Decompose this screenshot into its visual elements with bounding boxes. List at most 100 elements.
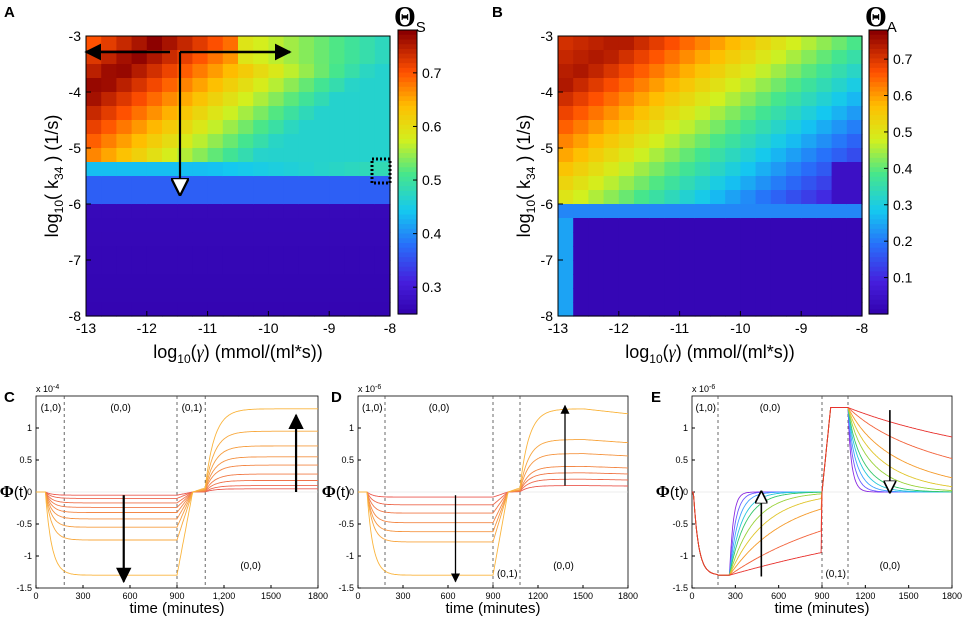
- heat-cell: [207, 106, 224, 121]
- heat-cell: [846, 274, 863, 289]
- heat-cell: [86, 64, 102, 79]
- heat-cell: [222, 302, 239, 317]
- heat-cell: [573, 204, 589, 219]
- heat-cell: [101, 246, 117, 261]
- heat-cell: [740, 204, 757, 219]
- colorbar-segment: [869, 224, 888, 230]
- heat-cell: [253, 176, 269, 191]
- heat-cell: [618, 134, 635, 149]
- heatmap-a: -13 -12 -11 -10 -9 -8 -3 -4 -5 -6 -7 -8 log10(γ) (mm…: [42, 2, 442, 366]
- colorbar-segment: [398, 247, 417, 254]
- heat-cell: [740, 120, 757, 135]
- heat-cell: [207, 218, 224, 233]
- heat-cell: [359, 134, 376, 149]
- heat-cell: [238, 134, 254, 149]
- heat-cell: [298, 232, 315, 247]
- colorbar-segment: [398, 115, 417, 121]
- heat-cell: [786, 274, 802, 289]
- heat-cell: [116, 78, 133, 93]
- heat-cell: [283, 78, 300, 93]
- heat-cell: [618, 274, 635, 289]
- heat-cell: [177, 232, 193, 247]
- heat-cell: [755, 302, 772, 317]
- colorbar-segment: [398, 30, 417, 36]
- heat-cell: [101, 148, 117, 163]
- heat-cell: [116, 260, 133, 275]
- heat-cell: [634, 190, 650, 205]
- heat-cell: [786, 232, 802, 247]
- heat-cell: [558, 36, 574, 51]
- colorbar-segment: [869, 48, 888, 55]
- heat-cell: [634, 176, 650, 191]
- x-tick-label: 900: [814, 591, 829, 601]
- heat-cell: [177, 218, 193, 233]
- heat-cell: [222, 50, 239, 65]
- heat-cell: [770, 260, 787, 275]
- heat-cell: [755, 134, 772, 149]
- heat-cell: [359, 232, 376, 247]
- heat-cell: [268, 78, 285, 93]
- heat-cell: [816, 302, 833, 317]
- y-axis-label: log10( k34 ) (1/s): [514, 115, 538, 238]
- heat-cell: [740, 190, 757, 205]
- heat-cell: [298, 246, 315, 261]
- heat-cell: [192, 50, 209, 65]
- heat-cell: [649, 302, 665, 317]
- heat-cell: [816, 288, 833, 303]
- heat-cell: [618, 218, 635, 233]
- heat-cell: [101, 232, 117, 247]
- heat-cell: [664, 134, 681, 149]
- heat-cell: [116, 288, 133, 303]
- heat-cell: [101, 176, 117, 191]
- heat-cell: [679, 190, 696, 205]
- heat-cell: [116, 134, 133, 149]
- heat-cell: [298, 64, 315, 79]
- heat-cell: [588, 92, 605, 107]
- heat-cell: [786, 78, 802, 93]
- heat-cell: [740, 218, 757, 233]
- line-chart-c: 0 300 600 900 1,200 1500 1800 1 0.5 0 -0.5 -1 -1.5 x …: [0, 384, 328, 617]
- x-tick-label: -9: [795, 320, 808, 336]
- heat-cell: [207, 92, 224, 107]
- colorbar-segment: [869, 285, 888, 291]
- heat-cell: [649, 204, 665, 219]
- heat-cell: [298, 204, 315, 219]
- heat-cell: [755, 218, 772, 233]
- heat-cell: [846, 106, 863, 121]
- heat-cell: [253, 148, 269, 163]
- heat-cell: [283, 176, 300, 191]
- heat-cell: [344, 106, 361, 121]
- heat-cell: [329, 260, 345, 275]
- heat-cell: [846, 232, 863, 247]
- heat-cell: [298, 50, 315, 65]
- heat-cell: [846, 64, 863, 79]
- heat-cell: [268, 190, 285, 205]
- colorbar-tick-label: 0.3: [893, 197, 913, 213]
- heat-cell: [801, 246, 817, 261]
- heat-cell: [770, 148, 787, 163]
- heat-cell: [558, 246, 574, 261]
- colorbar-segment: [398, 261, 417, 268]
- heat-cell: [664, 302, 681, 317]
- heat-cell: [314, 92, 330, 107]
- colorbar-segment: [869, 72, 888, 78]
- heat-cell: [238, 64, 254, 79]
- heat-cell: [846, 78, 863, 93]
- x-tick-label: 1500: [573, 591, 593, 601]
- panel-letter-b: B: [492, 4, 503, 21]
- heat-cell: [634, 92, 650, 107]
- heat-cell: [618, 288, 635, 303]
- heat-cell: [679, 78, 696, 93]
- heat-cell: [770, 204, 787, 219]
- heat-cell: [116, 274, 133, 289]
- heat-cell: [573, 232, 589, 247]
- y-axis-label: Φ(t): [322, 482, 350, 501]
- colorbar-segment: [398, 181, 417, 187]
- heat-cell: [374, 162, 391, 177]
- heat-cell: [649, 64, 665, 79]
- y-tick-label: -7: [69, 252, 82, 268]
- colorbar-segment: [869, 271, 888, 277]
- x-tick-label: 0: [355, 591, 360, 601]
- x-tick-label: 300: [728, 591, 743, 601]
- heat-cell: [603, 274, 620, 289]
